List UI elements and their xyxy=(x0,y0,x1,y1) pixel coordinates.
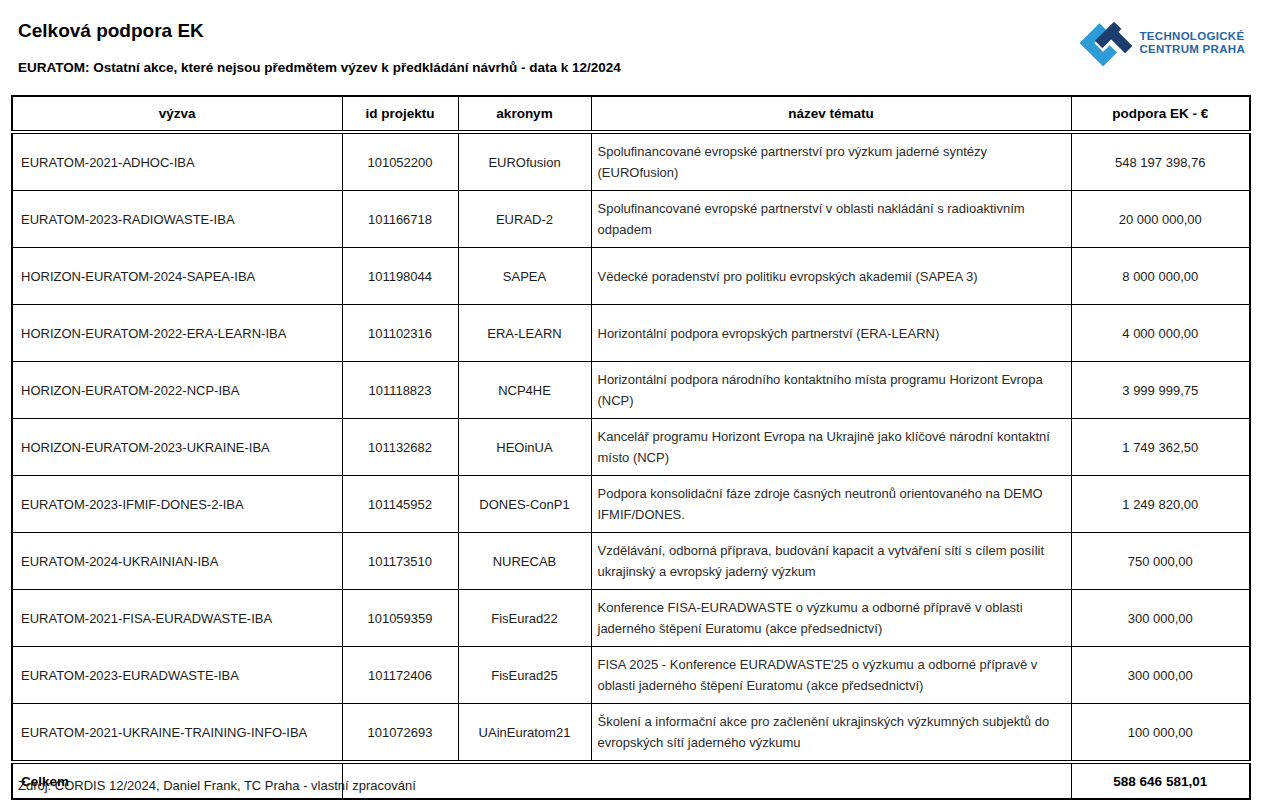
cell-vyzva: EURATOM-2021-ADHOC-IBA xyxy=(12,132,342,191)
cell-vyzva: HORIZON-EURATOM-2022-NCP-IBA xyxy=(12,362,342,419)
cell-podpora-ek: 4 000 000,00 xyxy=(1071,305,1250,362)
header-row: výzva id projektu akronym název tématu p… xyxy=(12,96,1250,132)
cell-akronym: FisEurad25 xyxy=(458,647,591,704)
source-note: Zdroj: CORDIS 12/2024, Daniel Frank, TC … xyxy=(18,778,416,793)
col-header-akronym: akronym xyxy=(458,96,591,132)
cell-podpora-ek: 8 000 000,00 xyxy=(1071,248,1250,305)
cell-podpora-ek: 1 249 820,00 xyxy=(1071,476,1250,533)
cell-nazev-tematu: Vzdělávání, odborná příprava, budování k… xyxy=(591,533,1071,590)
table-header: výzva id projektu akronym název tématu p… xyxy=(12,96,1250,132)
cell-nazev-tematu: Spolufinancované evropské partnerství pr… xyxy=(591,132,1071,191)
cell-nazev-tematu: Spolufinancované evropské partnerství v … xyxy=(591,191,1071,248)
cell-akronym: EURAD-2 xyxy=(458,191,591,248)
cell-id-projektu: 101102316 xyxy=(342,305,458,362)
cell-vyzva: EURATOM-2023-IFMIF-DONES-2-IBA xyxy=(12,476,342,533)
cell-vyzva: EURATOM-2021-FISA-EURADWASTE-IBA xyxy=(12,590,342,647)
logo-text-line1: TECHNOLOGICKÉ xyxy=(1140,30,1245,43)
total-value: 588 646 581,01 xyxy=(1071,762,1250,799)
cell-id-projektu: 101059359 xyxy=(342,590,458,647)
table-row: EURATOM-2021-UKRAINE-TRAINING-INFO-IBA 1… xyxy=(12,704,1250,763)
cell-akronym: DONES-ConP1 xyxy=(458,476,591,533)
cell-vyzva: EURATOM-2023-RADIOWASTE-IBA xyxy=(12,191,342,248)
cell-nazev-tematu: Horizontální podpora národního kontaktní… xyxy=(591,362,1071,419)
cell-nazev-tematu: Vědecké poradenství pro politiku evropsk… xyxy=(591,248,1071,305)
cell-id-projektu: 101132682 xyxy=(342,419,458,476)
cell-akronym: UAinEuratom21 xyxy=(458,704,591,763)
cell-id-projektu: 101052200 xyxy=(342,132,458,191)
logo-text-line2: CENTRUM PRAHA xyxy=(1140,43,1245,56)
cell-nazev-tematu: Školení a informační akce pro začlenění … xyxy=(591,704,1071,763)
cell-nazev-tematu: Podpora konsolidační fáze zdroje časných… xyxy=(591,476,1071,533)
cell-nazev-tematu: Konference FISA-EURADWASTE o výzkumu a o… xyxy=(591,590,1071,647)
cell-vyzva: EURATOM-2021-UKRAINE-TRAINING-INFO-IBA xyxy=(12,704,342,763)
cell-podpora-ek: 548 197 398,76 xyxy=(1071,132,1250,191)
cell-podpora-ek: 750 000,00 xyxy=(1071,533,1250,590)
cell-vyzva: HORIZON-EURATOM-2024-SAPEA-IBA xyxy=(12,248,342,305)
cell-akronym: EUROfusion xyxy=(458,132,591,191)
cell-vyzva: EURATOM-2023-EURADWASTE-IBA xyxy=(12,647,342,704)
total-spacer-cell xyxy=(342,762,1071,799)
table-row: HORIZON-EURATOM-2023-UKRAINE-IBA 1011326… xyxy=(12,419,1250,476)
table-subtitle: EURATOM: Ostatní akce, které nejsou před… xyxy=(18,60,621,75)
cell-id-projektu: 101198044 xyxy=(342,248,458,305)
table-row: EURATOM-2023-RADIOWASTE-IBA 101166718 EU… xyxy=(12,191,1250,248)
cell-podpora-ek: 20 000 000,00 xyxy=(1071,191,1250,248)
cell-akronym: NCP4HE xyxy=(458,362,591,419)
cell-vyzva: EURATOM-2024-UKRAINIAN-IBA xyxy=(12,533,342,590)
table-row: EURATOM-2021-ADHOC-IBA 101052200 EUROfus… xyxy=(12,132,1250,191)
cell-podpora-ek: 3 999 999,75 xyxy=(1071,362,1250,419)
cell-podpora-ek: 1 749 362,50 xyxy=(1071,419,1250,476)
cell-id-projektu: 101145952 xyxy=(342,476,458,533)
table-row: EURATOM-2023-IFMIF-DONES-2-IBA 101145952… xyxy=(12,476,1250,533)
tc-praha-logo-text: TECHNOLOGICKÉ CENTRUM PRAHA xyxy=(1140,30,1245,56)
report-table: výzva id projektu akronym název tématu p… xyxy=(11,95,1251,800)
cell-podpora-ek: 300 000,00 xyxy=(1071,590,1250,647)
cell-id-projektu: 101166718 xyxy=(342,191,458,248)
cell-podpora-ek: 300 000,00 xyxy=(1071,647,1250,704)
table-body: EURATOM-2021-ADHOC-IBA 101052200 EUROfus… xyxy=(12,132,1250,762)
page-title: Celková podpora EK xyxy=(18,20,204,42)
cell-akronym: FisEurad22 xyxy=(458,590,591,647)
col-header-nazev-tematu: název tématu xyxy=(591,96,1071,132)
table-row: HORIZON-EURATOM-2024-SAPEA-IBA 101198044… xyxy=(12,248,1250,305)
cell-akronym: HEOinUA xyxy=(458,419,591,476)
table-row: EURATOM-2024-UKRAINIAN-IBA 101173510 NUR… xyxy=(12,533,1250,590)
cell-vyzva: HORIZON-EURATOM-2023-UKRAINE-IBA xyxy=(12,419,342,476)
col-header-podpora-ek: podpora EK - € xyxy=(1071,96,1250,132)
cell-podpora-ek: 100 000,00 xyxy=(1071,704,1250,763)
tc-praha-logo: TECHNOLOGICKÉ CENTRUM PRAHA xyxy=(1079,16,1245,70)
report-table-container: výzva id projektu akronym název tématu p… xyxy=(11,95,1251,800)
table-row: HORIZON-EURATOM-2022-ERA-LEARN-IBA 10110… xyxy=(12,305,1250,362)
cell-id-projektu: 101072693 xyxy=(342,704,458,763)
cell-id-projektu: 101118823 xyxy=(342,362,458,419)
cell-nazev-tematu: Kancelář programu Horizont Evropa na Ukr… xyxy=(591,419,1071,476)
table-row: EURATOM-2021-FISA-EURADWASTE-IBA 1010593… xyxy=(12,590,1250,647)
col-header-vyzva: výzva xyxy=(12,96,342,132)
cell-id-projektu: 101173510 xyxy=(342,533,458,590)
tc-praha-logo-icon xyxy=(1079,16,1133,70)
cell-akronym: SAPEA xyxy=(458,248,591,305)
cell-akronym: NURECAB xyxy=(458,533,591,590)
cell-nazev-tematu: FISA 2025 - Konference EURADWASTE'25 o v… xyxy=(591,647,1071,704)
cell-id-projektu: 101172406 xyxy=(342,647,458,704)
col-header-id-projektu: id projektu xyxy=(342,96,458,132)
table-row: EURATOM-2023-EURADWASTE-IBA 101172406 Fi… xyxy=(12,647,1250,704)
cell-nazev-tematu: Horizontální podpora evropských partners… xyxy=(591,305,1071,362)
cell-vyzva: HORIZON-EURATOM-2022-ERA-LEARN-IBA xyxy=(12,305,342,362)
table-row: HORIZON-EURATOM-2022-NCP-IBA 101118823 N… xyxy=(12,362,1250,419)
cell-akronym: ERA-LEARN xyxy=(458,305,591,362)
